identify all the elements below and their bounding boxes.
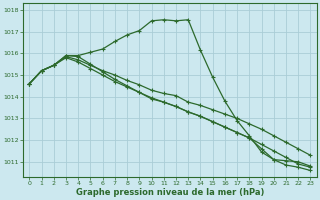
X-axis label: Graphe pression niveau de la mer (hPa): Graphe pression niveau de la mer (hPa) (76, 188, 264, 197)
